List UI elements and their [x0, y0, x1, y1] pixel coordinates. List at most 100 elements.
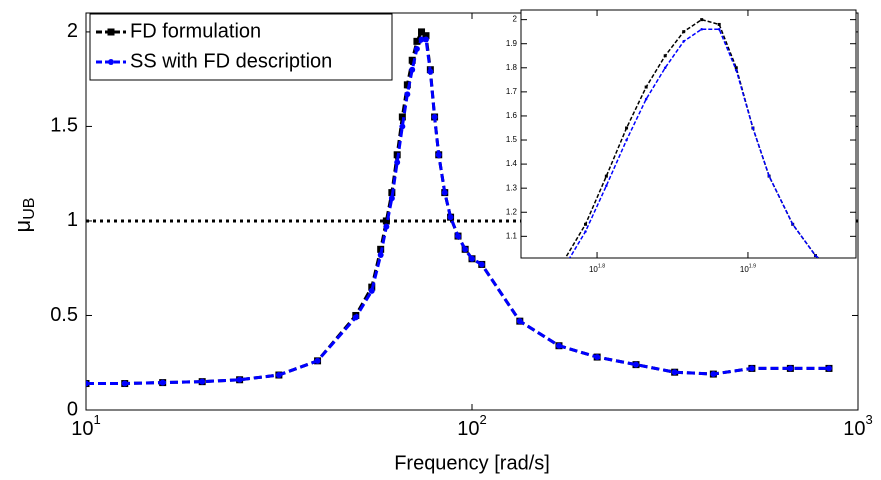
y-tick-label: 1.4	[506, 159, 518, 168]
y-tick-label: 1.1	[506, 231, 518, 240]
marker	[431, 114, 438, 120]
legend-box	[89, 13, 393, 81]
marker	[447, 214, 454, 221]
marker	[682, 40, 685, 43]
marker	[368, 287, 375, 294]
marker	[625, 138, 628, 142]
marker	[409, 66, 416, 73]
marker	[751, 126, 755, 130]
x-tick-label-exp: 2	[480, 412, 487, 427]
marker	[710, 371, 717, 378]
marker	[671, 369, 678, 376]
plot-area	[86, 28, 858, 388]
y-tick-label: 1.5	[506, 135, 518, 144]
marker	[422, 32, 430, 40]
y-tick-label: 1.9	[506, 39, 518, 48]
x-tick-label-exp: 1	[94, 412, 101, 427]
marker	[199, 378, 206, 385]
marker	[236, 376, 243, 383]
marker	[871, 295, 874, 298]
x-tick-label: 101.9	[740, 264, 756, 274]
marker	[404, 91, 411, 98]
x-tick-label-exp: 1.8	[598, 264, 605, 270]
x-tick-label-exp: 1.9	[749, 264, 756, 270]
marker	[663, 66, 667, 70]
marker	[394, 159, 401, 166]
x-tick-label-base: 10	[843, 418, 865, 440]
marker	[791, 223, 794, 226]
marker	[633, 361, 639, 368]
marker	[435, 151, 442, 158]
y-tick-label: 1.8	[506, 63, 518, 72]
inset-plot	[141, 18, 874, 458]
legend-marker	[108, 59, 114, 65]
y-tick-label: 1	[67, 209, 78, 231]
x-tick-label: 101	[71, 412, 100, 440]
legend-label: SS with FD description	[130, 50, 332, 72]
marker	[478, 261, 485, 268]
marker	[462, 246, 469, 253]
marker	[159, 379, 166, 386]
marker	[352, 314, 359, 321]
marker	[142, 455, 145, 458]
y-tick-label: 1.3	[506, 183, 518, 192]
marker	[748, 365, 755, 372]
x-tick-label-base: 10	[589, 265, 598, 274]
marker	[403, 81, 411, 89]
y-axis-label-main: μ	[10, 220, 35, 233]
marker	[418, 36, 425, 43]
marker	[455, 233, 461, 240]
marker	[469, 255, 475, 262]
marker	[644, 85, 648, 89]
marker	[767, 174, 771, 178]
marker	[717, 22, 721, 26]
marker	[398, 113, 406, 121]
marker	[871, 295, 874, 298]
marker	[604, 174, 608, 178]
marker	[377, 252, 384, 258]
marker	[382, 217, 390, 225]
marker	[682, 30, 686, 34]
marker	[555, 342, 562, 349]
marker	[734, 68, 738, 72]
marker	[121, 380, 128, 387]
marker	[293, 437, 296, 440]
marker	[584, 222, 588, 226]
x-tick-label: 101.8	[589, 264, 605, 274]
marker	[427, 68, 434, 75]
marker	[86, 380, 89, 387]
marker	[594, 354, 601, 361]
marker	[584, 230, 587, 233]
marker	[141, 455, 144, 458]
marker	[717, 27, 721, 31]
marker	[625, 126, 629, 130]
marker	[605, 184, 608, 188]
inset-frame	[520, 9, 857, 259]
marker	[700, 27, 703, 31]
y-tick-label: 1.2	[506, 207, 518, 216]
marker	[413, 37, 421, 45]
marker	[383, 223, 390, 230]
x-tick-label-base: 10	[457, 418, 479, 440]
x-axis-label: Frequency [rad/s]	[394, 452, 550, 474]
marker	[408, 56, 416, 64]
marker	[787, 365, 794, 372]
marker	[814, 254, 817, 257]
y-axis-label-sub: UB	[21, 198, 38, 220]
marker	[314, 357, 321, 364]
marker	[825, 365, 832, 372]
y-tick-label: 1.7	[506, 87, 518, 96]
y-tick-label: 1.6	[506, 111, 518, 120]
x-tick-label-exp: 3	[866, 412, 873, 427]
x-tick-label-base: 10	[740, 265, 749, 274]
marker	[663, 54, 667, 58]
marker	[441, 189, 448, 196]
y-tick-label: 2	[67, 20, 78, 42]
marker	[413, 45, 420, 52]
x-tick-label: 102	[457, 412, 486, 440]
legend-label: FD formulation	[130, 20, 261, 42]
marker	[293, 437, 296, 440]
marker	[399, 123, 406, 130]
